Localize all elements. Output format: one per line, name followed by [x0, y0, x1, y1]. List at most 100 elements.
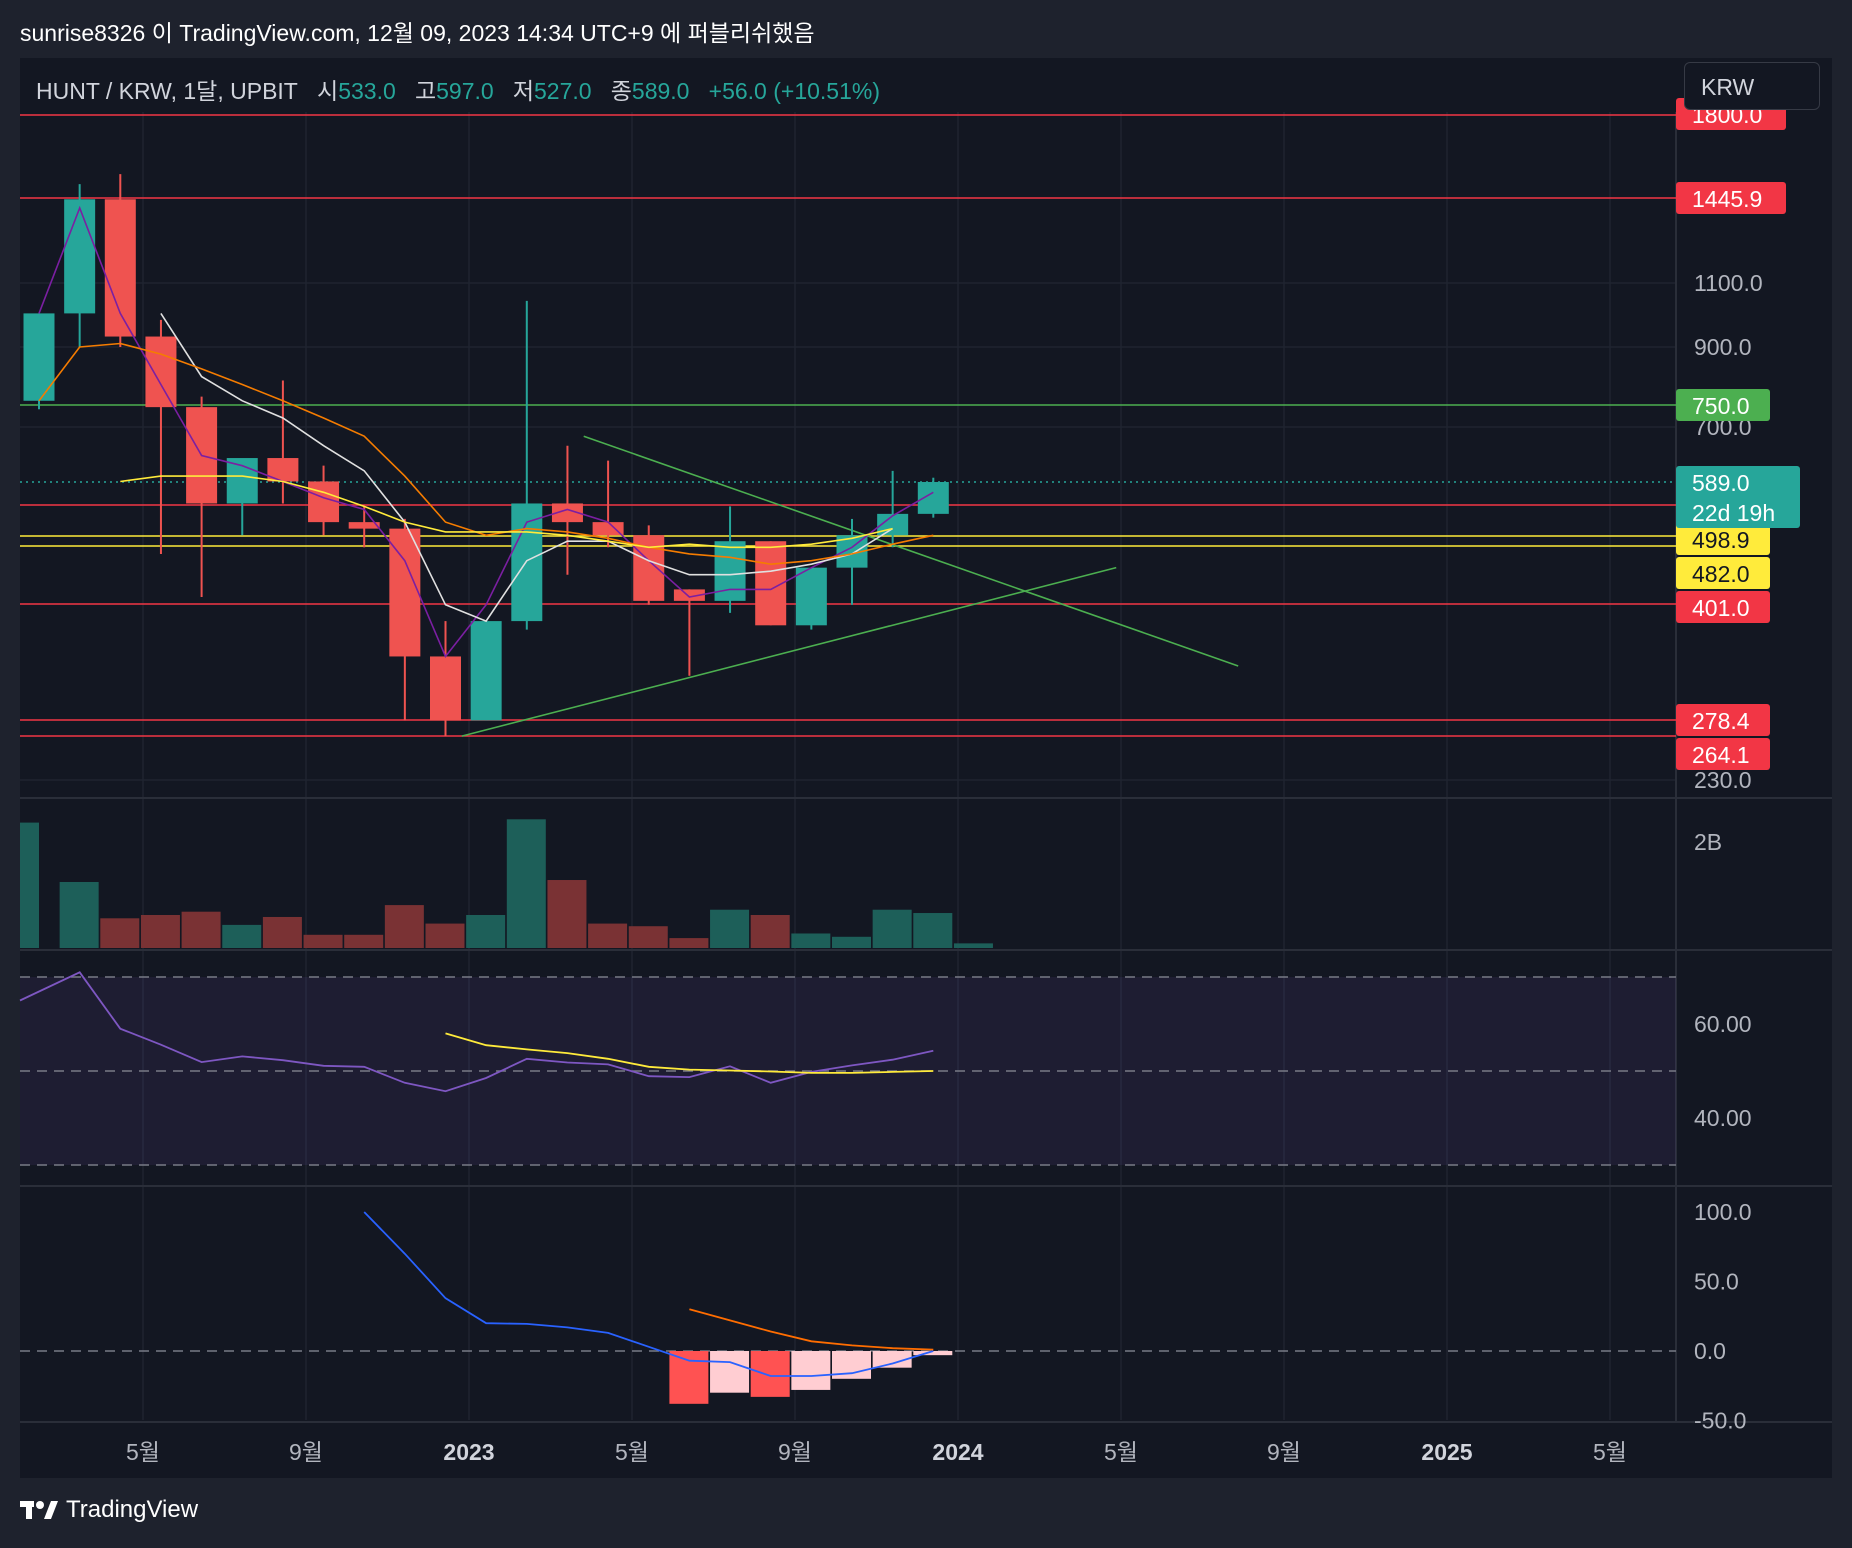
volume-bars	[20, 819, 993, 948]
high-value: 597.0	[436, 78, 494, 104]
countdown-text: 22d 19h	[1692, 500, 1775, 526]
price-axis: 2B 60.00 40.00 100.0 50.0 0.0 -50.0 1100.0 900.0…	[1694, 270, 1763, 1434]
rsi-pane	[19, 971, 1676, 1166]
close-label: 종	[610, 78, 632, 104]
tradingview-logo-icon	[20, 1499, 58, 1521]
histogram-bar	[710, 1351, 750, 1393]
volume-bar	[710, 909, 750, 948]
volume-bar	[872, 909, 912, 948]
volume-bar	[506, 819, 546, 948]
price-axis-tick: 230.0	[1694, 767, 1752, 793]
open-label: 시	[317, 78, 339, 104]
rsi-axis-tick: 40.00	[1694, 1105, 1752, 1131]
histogram-bar	[750, 1351, 790, 1397]
time-axis-label: 5월	[1593, 1439, 1627, 1465]
open-value: 533.0	[338, 78, 396, 104]
time-axis-label: 2023	[443, 1439, 494, 1465]
candle-body	[389, 528, 421, 657]
volume-bar	[59, 882, 99, 948]
level-label-box	[1676, 738, 1770, 770]
change-value: +56.0 (+10.51%)	[708, 78, 880, 104]
last-price-box	[1676, 466, 1800, 528]
time-axis-label: 2025	[1421, 1439, 1472, 1465]
level-labels: 1800.01445.9750.0547.3498.9482.0401.0278…	[1676, 98, 1800, 770]
macd-axis-tick: 0.0	[1694, 1338, 1726, 1364]
volume-bar	[425, 923, 465, 948]
rsi-signal-line	[445, 1032, 934, 1074]
candles	[23, 174, 949, 737]
volume-bar	[384, 905, 424, 948]
low-value: 527.0	[534, 78, 592, 104]
moving-average-line	[160, 312, 894, 623]
candle-body	[308, 481, 340, 523]
level-label-text: 750.0	[1692, 393, 1750, 419]
macd-pane	[20, 1211, 1676, 1404]
signal-line	[689, 1308, 934, 1351]
candle-body	[795, 567, 827, 626]
histogram-bar	[791, 1351, 831, 1390]
macd-axis-tick: 100.0	[1694, 1199, 1752, 1225]
brand-text: TradingView	[66, 1496, 199, 1523]
volume-bar	[588, 923, 628, 948]
volume-bar	[262, 916, 302, 948]
time-axis-label: 9월	[778, 1439, 812, 1465]
volume-bar	[344, 934, 384, 948]
candle-body	[470, 621, 502, 721]
moving-average-line	[38, 342, 934, 566]
grid-lines	[20, 112, 1676, 1420]
level-label-text: 401.0	[1692, 595, 1750, 621]
close-value: 589.0	[631, 78, 690, 104]
symbol-legend: HUNT / KRW, 1달, UPBIT 시533.0 고597.0 저527…	[36, 72, 880, 106]
volume-bar	[466, 915, 506, 948]
time-axis: 5월 9월 2023 5월 9월 2024 5월 9월 2025 5월	[126, 1439, 1627, 1465]
candle-body	[592, 522, 624, 536]
volume-bar	[791, 933, 831, 948]
symbol-name: HUNT / KRW, 1달, UPBIT	[36, 78, 298, 104]
level-label-box	[1676, 389, 1770, 421]
time-axis-label: 2024	[932, 1439, 983, 1465]
chart-panel[interactable]	[20, 58, 1832, 1478]
candle-body	[348, 522, 380, 529]
high-label: 고	[414, 78, 437, 104]
rsi-axis-tick: 60.00	[1694, 1011, 1752, 1037]
level-label-box	[1676, 523, 1770, 555]
horizontal-levels	[20, 114, 1676, 737]
volume-bar	[303, 934, 343, 948]
time-axis-label: 5월	[126, 1439, 160, 1465]
moving-average-line	[120, 475, 893, 549]
level-label-box	[1676, 591, 1770, 623]
level-label-box	[1676, 557, 1770, 589]
candle-body	[267, 458, 299, 482]
volume-bar	[20, 822, 39, 948]
macd-line	[363, 1211, 934, 1377]
volume-bar	[913, 913, 953, 948]
price-axis-tick: 1100.0	[1694, 270, 1763, 296]
time-axis-label: 5월	[1104, 1439, 1138, 1465]
footer-brand[interactable]: TradingView	[20, 1496, 198, 1524]
trendlines	[461, 435, 1239, 737]
rsi-line	[19, 971, 934, 1093]
level-label-text: 278.4	[1692, 708, 1750, 734]
volume-bar	[140, 915, 180, 948]
candle-body	[145, 336, 177, 408]
level-label-text: 482.0	[1692, 561, 1750, 587]
macd-axis-tick: 50.0	[1694, 1269, 1739, 1295]
candle-body	[64, 199, 96, 314]
level-label-text: 1445.9	[1692, 186, 1762, 212]
volume-bar	[547, 880, 587, 948]
volume-bar	[628, 926, 668, 948]
volume-bar	[669, 938, 709, 948]
level-label-text: 264.1	[1692, 742, 1750, 768]
moving-averages	[38, 205, 934, 659]
level-label-box	[1676, 182, 1786, 214]
rsi-band-fill	[20, 977, 1676, 1165]
moving-average-line	[38, 205, 934, 659]
trendline	[583, 435, 1239, 667]
pane-separators	[20, 112, 1832, 1423]
candle-body	[551, 503, 583, 523]
time-axis-label: 9월	[1267, 1439, 1301, 1465]
candle-body	[104, 199, 136, 337]
currency-selector[interactable]: KRW	[1684, 62, 1820, 110]
last-price-text: 589.0	[1692, 470, 1750, 496]
